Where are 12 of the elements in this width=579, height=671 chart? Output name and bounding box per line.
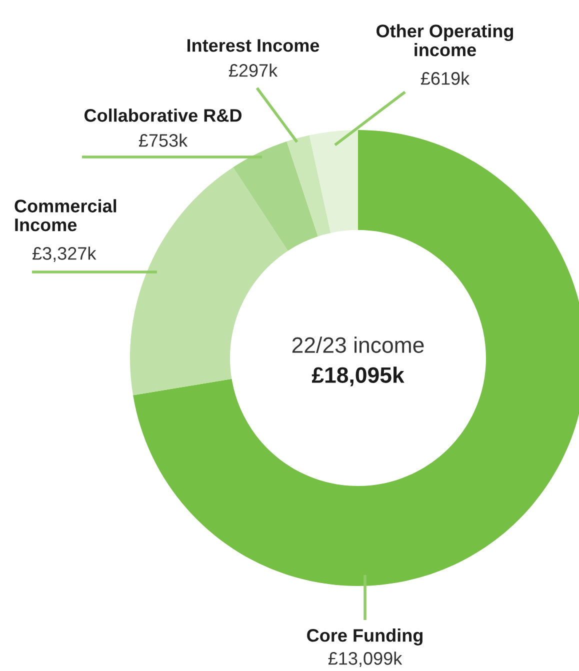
data-label: £619k (420, 72, 470, 85)
slice-label: Core Funding (307, 628, 422, 646)
data-label: £297k (228, 64, 278, 77)
slice-label: Commercial Income (14, 199, 116, 232)
slice-label: Other Operating income (376, 24, 514, 56)
data-label: £3,327k (32, 246, 96, 262)
text: 22/23 income (292, 336, 424, 353)
data-label: £753k (138, 134, 188, 147)
data-label: £13,099k (328, 652, 402, 667)
slice-label: Interest Income (187, 39, 320, 52)
slice-label: Collaborative R&D (84, 108, 242, 122)
text: £18,095k (312, 366, 404, 386)
